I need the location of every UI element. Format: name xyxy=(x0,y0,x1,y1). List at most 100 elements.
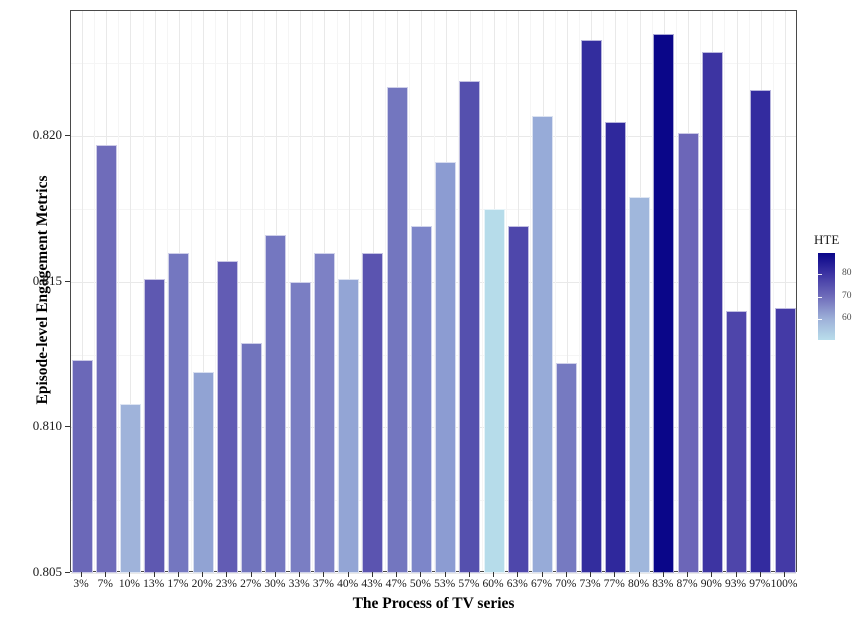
x-tick-mark xyxy=(517,572,519,577)
x-tick-mark xyxy=(687,572,689,577)
x-tick-label: 23% xyxy=(215,578,237,590)
bar-77% xyxy=(604,121,626,573)
gridline-major-v xyxy=(785,11,786,571)
bar-80% xyxy=(629,197,651,573)
x-tick-label: 97% xyxy=(749,578,771,590)
y-tick-label: 0.810 xyxy=(32,418,62,434)
gridline-major-v xyxy=(130,11,132,571)
gridline-major-v xyxy=(736,11,738,571)
x-tick-label: 67% xyxy=(531,578,553,590)
bar-13% xyxy=(144,278,166,573)
legend-tick-mark xyxy=(818,296,822,298)
gridline-major-v xyxy=(82,11,83,571)
x-tick-mark xyxy=(735,572,737,577)
bar-33% xyxy=(289,281,311,573)
x-tick-mark xyxy=(226,572,228,577)
bar-23% xyxy=(216,261,238,573)
x-tick-label: 7% xyxy=(97,578,113,590)
gridline-major-v xyxy=(566,11,568,571)
x-tick-label: 40% xyxy=(337,578,359,590)
x-tick-label: 37% xyxy=(312,578,334,590)
gridline-minor-v xyxy=(118,11,120,571)
gridline-minor-v xyxy=(142,11,144,571)
bar-27% xyxy=(241,342,263,573)
gridline-minor-v xyxy=(627,11,629,571)
bar-10% xyxy=(119,404,141,573)
x-tick-label: 60% xyxy=(482,578,504,590)
bar-3% xyxy=(71,360,93,573)
gridline-minor-v xyxy=(360,11,362,571)
legend-tick-label: 60 xyxy=(842,313,852,324)
bar-100% xyxy=(774,308,796,573)
x-axis-title: The Process of TV series xyxy=(352,595,515,612)
y-tick-label: 0.820 xyxy=(32,127,62,143)
gridline-minor-v xyxy=(506,11,508,571)
gridline-minor-v xyxy=(748,11,750,571)
bar-17% xyxy=(168,252,190,573)
legend-tick-label: 70 xyxy=(842,290,852,301)
gridline-minor-v xyxy=(312,11,314,571)
x-tick-mark xyxy=(662,572,664,577)
gridline-minor-v xyxy=(94,11,96,571)
x-tick-mark xyxy=(468,572,470,577)
legend-gradient-bar xyxy=(818,253,835,340)
x-tick-label: 87% xyxy=(676,578,698,590)
plot-panel xyxy=(70,10,797,574)
x-tick-mark xyxy=(396,572,398,577)
gridline-minor-v xyxy=(724,11,726,571)
x-tick-mark xyxy=(347,572,349,577)
y-tick-mark xyxy=(65,426,70,428)
x-tick-label: 30% xyxy=(264,578,286,590)
y-tick-mark xyxy=(65,572,70,573)
bar-97% xyxy=(750,89,772,573)
gridline-minor-v xyxy=(603,11,605,571)
bar-90% xyxy=(701,51,723,573)
y-tick-mark xyxy=(65,135,70,137)
bar-53% xyxy=(435,162,457,573)
bar-43% xyxy=(362,252,384,573)
gridline-minor-v xyxy=(651,11,653,571)
x-tick-label: 17% xyxy=(167,578,189,590)
gridline-minor-v xyxy=(215,11,217,571)
gridline-major-h xyxy=(71,573,796,574)
y-tick-label: 0.815 xyxy=(32,272,62,288)
x-tick-mark xyxy=(177,572,179,577)
x-tick-mark xyxy=(323,572,325,577)
gridline-minor-v xyxy=(239,11,241,571)
x-tick-mark xyxy=(371,572,373,577)
x-tick-mark xyxy=(565,572,567,577)
gridline-minor-v xyxy=(385,11,387,571)
gridline-minor-v xyxy=(530,11,532,571)
legend-tick-mark xyxy=(818,273,822,275)
x-tick-mark xyxy=(444,572,446,577)
x-tick-label: 70% xyxy=(555,578,577,590)
x-tick-label: 3% xyxy=(73,578,89,590)
gridline-minor-v xyxy=(166,11,168,571)
x-tick-label: 43% xyxy=(361,578,383,590)
x-tick-mark xyxy=(759,572,761,577)
gridline-minor-v xyxy=(554,11,556,571)
gridline-minor-v xyxy=(772,11,774,571)
gridline-minor-v xyxy=(700,11,702,571)
x-tick-mark xyxy=(638,572,640,577)
bar-73% xyxy=(580,40,602,573)
x-tick-mark xyxy=(202,572,204,577)
x-tick-label: 57% xyxy=(458,578,480,590)
gridline-minor-v xyxy=(409,11,411,571)
bar-70% xyxy=(556,363,578,573)
x-tick-label: 100% xyxy=(770,578,798,590)
bar-30% xyxy=(265,235,287,573)
x-tick-mark xyxy=(299,572,301,577)
gridline-minor-v xyxy=(578,11,580,571)
x-tick-label: 53% xyxy=(434,578,456,590)
bar-47% xyxy=(386,86,408,573)
bar-57% xyxy=(459,80,481,573)
x-tick-label: 27% xyxy=(240,578,262,590)
x-tick-label: 63% xyxy=(506,578,528,590)
bar-40% xyxy=(338,278,360,573)
x-tick-mark xyxy=(129,572,131,577)
x-tick-label: 73% xyxy=(579,578,601,590)
gridline-minor-v xyxy=(433,11,435,571)
x-tick-mark xyxy=(420,572,422,577)
bar-50% xyxy=(410,226,432,573)
